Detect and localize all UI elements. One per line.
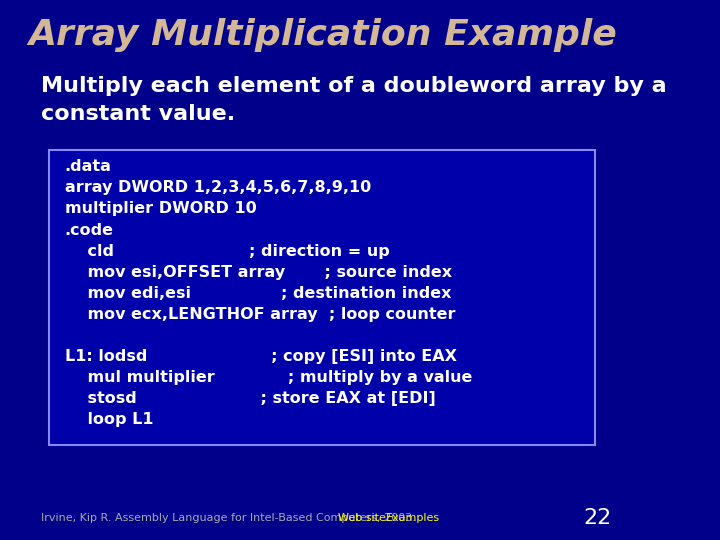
Text: L1: lodsd                      ; copy [ESI] into EAX: L1: lodsd ; copy [ESI] into EAX <box>65 349 456 364</box>
Text: .data: .data <box>65 159 112 174</box>
Text: Examples: Examples <box>386 513 441 523</box>
Text: Web site: Web site <box>338 513 385 523</box>
Text: 22: 22 <box>584 508 612 528</box>
Text: loop L1: loop L1 <box>65 412 153 427</box>
Text: mov ecx,LENGTHOF array  ; loop counter: mov ecx,LENGTHOF array ; loop counter <box>65 307 455 322</box>
Text: array DWORD 1,2,3,4,5,6,7,8,9,10: array DWORD 1,2,3,4,5,6,7,8,9,10 <box>65 180 371 195</box>
Text: Multiply each element of a doubleword array by a
constant value.: Multiply each element of a doubleword ar… <box>41 76 667 124</box>
FancyBboxPatch shape <box>50 150 595 445</box>
Text: multiplier DWORD 10: multiplier DWORD 10 <box>65 201 256 217</box>
Text: mul multiplier             ; multiply by a value: mul multiplier ; multiply by a value <box>65 370 472 385</box>
Text: cld                        ; direction = up: cld ; direction = up <box>65 244 390 259</box>
Text: Irvine, Kip R. Assembly Language for Intel-Based Computers, 2003.: Irvine, Kip R. Assembly Language for Int… <box>41 513 416 523</box>
Text: mov esi,OFFSET array       ; source index: mov esi,OFFSET array ; source index <box>65 265 452 280</box>
Text: stosd                      ; store EAX at [EDI]: stosd ; store EAX at [EDI] <box>65 391 436 406</box>
Text: mov edi,esi                ; destination index: mov edi,esi ; destination index <box>65 286 451 301</box>
Text: .code: .code <box>65 222 114 238</box>
Text: Array Multiplication Example: Array Multiplication Example <box>28 18 616 52</box>
